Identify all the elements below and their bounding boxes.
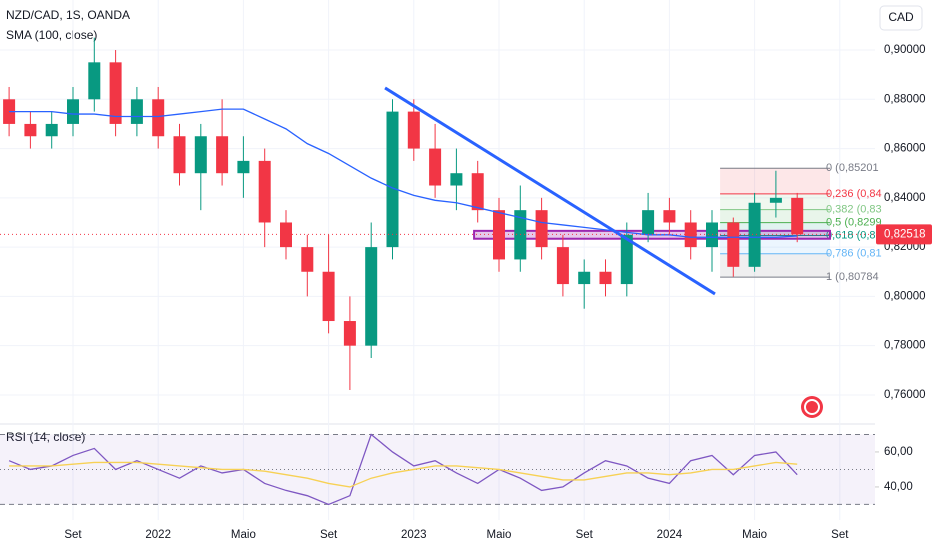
candle-body bbox=[365, 247, 378, 346]
x-tick-label: Maio bbox=[742, 529, 767, 541]
fib-label: 0,382 (0,83 bbox=[826, 204, 882, 216]
candle-body bbox=[301, 247, 314, 272]
y-tick-label: 0,88000 bbox=[884, 93, 926, 105]
x-tick-label: 2022 bbox=[145, 529, 171, 541]
fib-label: 0,236 (0,84 bbox=[826, 188, 882, 200]
candle-body bbox=[642, 210, 655, 235]
candle-body bbox=[194, 136, 207, 174]
price-tag-label: 0,82518 bbox=[884, 228, 926, 240]
candle-body bbox=[429, 148, 442, 186]
currency-button[interactable] bbox=[879, 5, 923, 31]
x-tick-label: Set bbox=[320, 529, 338, 541]
candle-body bbox=[343, 321, 356, 346]
candle-body bbox=[407, 111, 420, 149]
candle-body bbox=[471, 173, 484, 211]
rsi-title: RSI (14, close) bbox=[6, 430, 85, 444]
x-tick-label: Set bbox=[576, 529, 594, 541]
candle-body bbox=[67, 99, 79, 124]
candle-body bbox=[109, 62, 122, 124]
candle-body bbox=[88, 62, 101, 100]
x-tick-label: Maio bbox=[487, 529, 512, 541]
candle-body bbox=[535, 210, 548, 248]
x-tick-label: Set bbox=[64, 529, 82, 541]
candle-body bbox=[556, 247, 569, 285]
x-tick-label: 2024 bbox=[657, 529, 683, 541]
rsi-band bbox=[0, 434, 875, 505]
y-tick-label: 0,90000 bbox=[884, 44, 926, 56]
candle-body bbox=[45, 123, 58, 137]
price-tag bbox=[876, 224, 932, 245]
candle-body bbox=[386, 111, 399, 248]
candle-body bbox=[684, 222, 697, 248]
candle-body bbox=[173, 136, 186, 174]
fib-zone bbox=[720, 209, 831, 223]
x-tick-label: 2023 bbox=[401, 529, 427, 541]
candle-body bbox=[578, 271, 591, 285]
rsi-tick-label: 40,00 bbox=[884, 481, 913, 493]
fib-label: 0 (0,85201 bbox=[826, 162, 879, 174]
candle-body bbox=[130, 99, 143, 124]
logo bbox=[801, 396, 823, 418]
candle-body bbox=[493, 210, 505, 260]
y-tick-label: 0,80000 bbox=[884, 290, 926, 302]
x-tick-label: Maio bbox=[231, 529, 256, 541]
candle-body bbox=[727, 222, 740, 267]
y-tick-label: 0,78000 bbox=[884, 340, 926, 352]
chart-title: NZD/CAD, 1S, OANDA bbox=[6, 8, 130, 22]
candle-body bbox=[599, 271, 612, 285]
fib-zone bbox=[720, 168, 831, 194]
x-tick-label: Set bbox=[831, 529, 849, 541]
candle-body bbox=[663, 210, 676, 223]
candle-body bbox=[450, 173, 463, 186]
fib-label: 1 (0,80784 bbox=[826, 271, 879, 283]
trendline bbox=[384, 86, 716, 296]
candle-body bbox=[237, 160, 250, 174]
candle-body bbox=[620, 234, 633, 285]
candle-body bbox=[258, 160, 271, 223]
sma-line bbox=[9, 108, 798, 238]
y-tick-label: 0,76000 bbox=[884, 389, 926, 401]
y-tick-label: 0,84000 bbox=[884, 192, 926, 204]
fib-label: 0,5 (0,8299 bbox=[826, 217, 882, 229]
candle-body bbox=[791, 197, 804, 235]
y-tick-label: 0,86000 bbox=[884, 143, 926, 155]
rsi-line bbox=[9, 461, 798, 488]
fib-label: 0,618 (0,82 bbox=[826, 229, 882, 241]
candle-body bbox=[280, 222, 292, 248]
candle-body bbox=[748, 202, 761, 267]
fib-label: 0,786 (0,81 bbox=[826, 248, 882, 260]
candle-body bbox=[769, 197, 782, 203]
candle-body bbox=[152, 99, 165, 137]
candle-body bbox=[322, 271, 335, 322]
fib-zone bbox=[720, 235, 831, 254]
candle-body bbox=[24, 123, 37, 137]
rsi-tick-label: 60,00 bbox=[884, 446, 913, 458]
legend-sma: SMA (100, close) bbox=[6, 28, 97, 42]
candle-body bbox=[216, 136, 229, 174]
currency: CAD bbox=[888, 10, 914, 24]
fib-zone bbox=[720, 253, 831, 278]
